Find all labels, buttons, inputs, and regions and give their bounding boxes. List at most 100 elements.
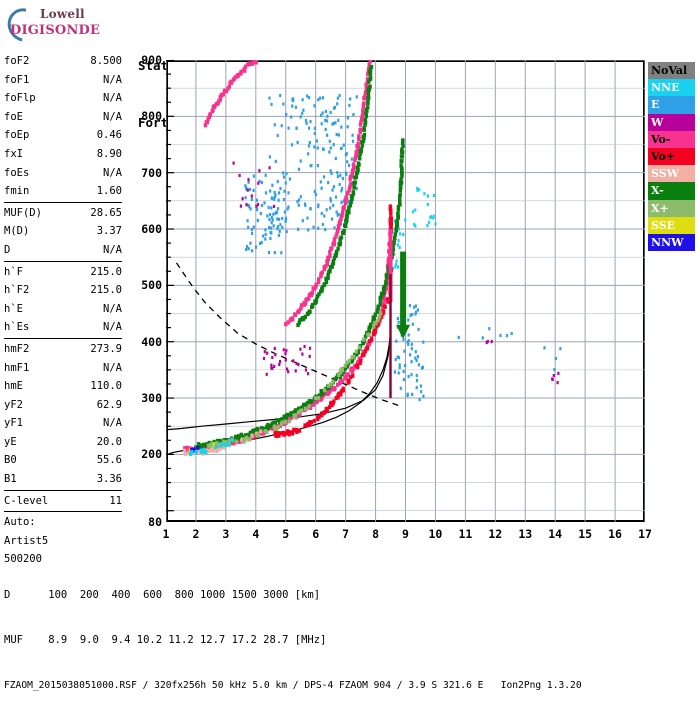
trace-point xyxy=(348,184,352,189)
noise-point xyxy=(393,219,396,223)
trace-point xyxy=(332,236,337,242)
trace-point xyxy=(203,123,208,128)
trace-point xyxy=(343,363,347,368)
trace-point xyxy=(348,203,353,208)
legend-item-vo[interactable]: Vo+ xyxy=(648,147,695,166)
noise-point xyxy=(317,205,320,209)
param-key: h`E xyxy=(4,302,23,315)
trace-point xyxy=(344,372,349,377)
noise-point xyxy=(263,201,266,205)
noise-point xyxy=(407,318,410,322)
param-key: B0 xyxy=(4,454,17,467)
trace-point xyxy=(307,404,311,409)
trace-point xyxy=(206,117,210,122)
param-key: foEs xyxy=(4,166,30,179)
trace-point xyxy=(209,443,213,448)
noise-point xyxy=(295,361,298,366)
cusp-o-trace-dark xyxy=(389,274,392,399)
trace-point xyxy=(344,376,348,381)
noise-point xyxy=(355,186,358,191)
trace-point xyxy=(341,386,345,391)
legend-item-nne[interactable]: NNE xyxy=(648,79,695,97)
trace-point xyxy=(327,405,332,410)
noise-point xyxy=(320,122,323,126)
legend-item-sse[interactable]: SSE xyxy=(648,216,695,234)
trace-point xyxy=(360,114,364,119)
trace-point xyxy=(358,151,362,156)
noise-point xyxy=(270,363,273,367)
logo-lowell-text: Lowell xyxy=(40,7,85,21)
x-axis-tick-label: 15 xyxy=(578,527,593,541)
trace-point xyxy=(221,92,225,97)
trace-point xyxy=(350,174,354,179)
param-row-hf2: h`F2 215.0 xyxy=(4,281,122,300)
noise-point xyxy=(414,356,417,360)
trace-point xyxy=(354,174,359,179)
noise-point xyxy=(307,228,310,232)
param-value: 3.37 xyxy=(96,225,122,238)
trace-point xyxy=(352,354,356,359)
legend-item-w[interactable]: W xyxy=(648,113,695,131)
trace-point xyxy=(324,279,329,285)
trace-point xyxy=(361,341,365,346)
noise-point xyxy=(306,94,309,98)
trace-point xyxy=(295,430,299,434)
param-note: Artist5 xyxy=(4,534,49,547)
trace-point xyxy=(395,221,399,226)
trace-point xyxy=(242,67,246,72)
legend-item-noval[interactable]: NoVal xyxy=(648,62,695,80)
y-axis-tick-label: 400 xyxy=(141,334,162,349)
param-key: foEp xyxy=(4,129,30,142)
param-row-clevel: C-level 11 xyxy=(4,492,122,511)
legend-item-e[interactable]: E xyxy=(648,96,695,114)
noise-point xyxy=(279,359,282,364)
legend-item-ssw[interactable]: SSW xyxy=(648,165,695,183)
legend-item-x[interactable]: X+ xyxy=(648,199,695,217)
noise-point xyxy=(313,131,316,136)
noise-point xyxy=(241,197,244,201)
noise-point xyxy=(296,140,299,144)
param-row-foe: foE N/A xyxy=(4,108,122,127)
param-value: N/A xyxy=(103,417,122,430)
param-row-hes: h`Es N/A xyxy=(4,318,122,337)
legend-item-x[interactable]: X- xyxy=(648,182,695,200)
muf-curve xyxy=(175,262,400,407)
noise-point xyxy=(273,123,276,127)
noise-point xyxy=(346,125,349,129)
noise-point xyxy=(407,374,410,379)
ionogram-traces xyxy=(183,60,406,454)
trace-point xyxy=(400,147,404,152)
noise-point xyxy=(264,173,267,177)
param-value: 8.500 xyxy=(90,55,122,67)
trace-point xyxy=(333,377,337,382)
noise-point xyxy=(262,234,265,238)
trace-point xyxy=(197,449,201,453)
noise-point xyxy=(323,214,326,218)
trace-point xyxy=(367,339,371,344)
trace-point xyxy=(398,200,402,205)
legend-item-nnw[interactable]: NNW xyxy=(648,233,695,252)
noise-point xyxy=(264,237,267,241)
trace-point xyxy=(336,246,340,251)
noise-point xyxy=(256,218,259,222)
trace-point xyxy=(362,337,366,342)
noise-point xyxy=(270,226,273,230)
noise-point xyxy=(251,231,254,235)
trace-point xyxy=(218,438,222,443)
trace-point xyxy=(396,207,401,212)
trace-point xyxy=(359,120,363,125)
trace-point xyxy=(319,389,323,394)
noise-point xyxy=(336,171,339,175)
legend-item-vo[interactable]: Vo- xyxy=(648,130,695,148)
trace-point xyxy=(368,84,372,89)
noise-point xyxy=(411,312,414,317)
trace-point xyxy=(378,298,383,303)
trace-point xyxy=(350,355,354,360)
ionogram-plot[interactable] xyxy=(166,60,645,522)
trace-point xyxy=(190,448,194,452)
noise-point xyxy=(313,104,316,108)
param-value: 273.9 xyxy=(90,342,122,355)
noise-point xyxy=(317,98,320,102)
trace-point xyxy=(347,188,351,193)
noise-point xyxy=(258,169,261,173)
